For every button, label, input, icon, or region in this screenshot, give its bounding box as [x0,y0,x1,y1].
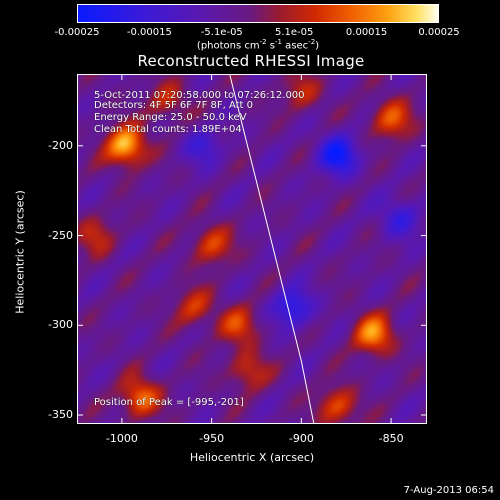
colorbar-tick-label: -0.00025 [54,27,100,38]
x-tick-label: -1000 [105,432,138,445]
time-range-label: 5-Oct-2011 07:20:58.000 to 07:26:12.000 [94,90,305,101]
heatmap-plot-area [77,74,427,424]
solar-limb-curve [229,74,315,424]
chart-title: Reconstructed RHESSI Image [137,52,365,70]
y-tick-label: -300 [48,318,73,332]
x-tick-label: -950 [199,432,225,445]
colorbar-tick-label: 0.00025 [418,27,460,38]
y-axis-label: Heliocentric Y (arcsec) [13,190,27,314]
colorbar-tick-label: -5.1e-05 [200,27,243,38]
colorbar-tick-label: -0.00015 [126,27,172,38]
plot-frame [77,74,427,424]
x-axis-label: Heliocentric X (arcsec) [189,451,315,464]
x-tick-label: -900 [288,432,314,445]
detectors-label: Detectors: 4F 5F 6F 7F 8F, Att 0 [94,100,254,111]
x-tick-label: -850 [378,432,404,445]
peak-position-label: Position of Peak = [-995,-201] [94,397,244,408]
y-tick-label: -350 [48,408,73,422]
colorbar-tick-label: 0.00015 [345,27,388,38]
colorbar-unit-label: (photons cm-2 s-1 asec-2) [196,38,320,52]
clean-counts-label: Clean Total counts: 1.89E+04 [94,124,242,135]
y-tick-label: -250 [48,228,73,242]
colorbar [77,4,439,23]
colorbar-tick-label: 5.1e-05 [274,27,314,38]
y-tick-label: -200 [48,138,73,152]
heatmap-image [77,74,427,424]
generation-date: 7-Aug-2013 06:54 [403,485,494,496]
energy-range-label: Energy Range: 25.0 - 50.0 keV [94,112,247,123]
limb-overlay [229,74,315,424]
